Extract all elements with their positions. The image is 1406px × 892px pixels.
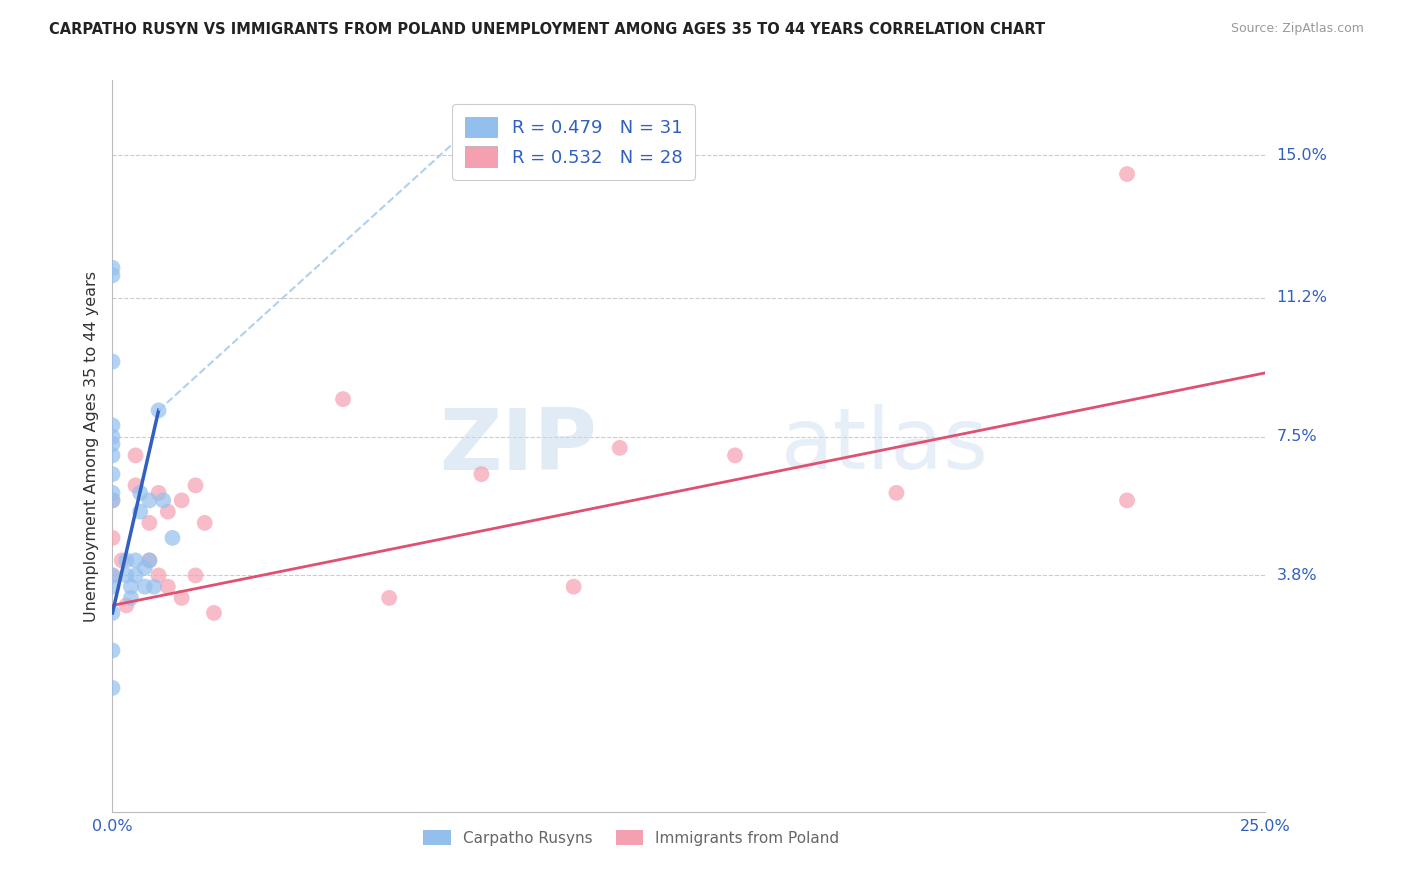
Point: [138, 493, 160, 508]
Point: [143, 580, 166, 594]
Text: CARPATHO RUSYN VS IMMIGRANTS FROM POLAND UNEMPLOYMENT AMONG AGES 35 TO 44 YEARS : CARPATHO RUSYN VS IMMIGRANTS FROM POLAND…: [49, 22, 1045, 37]
Point: [148, 403, 170, 417]
Point: [101, 437, 124, 451]
Point: [156, 580, 179, 594]
Point: [101, 418, 124, 433]
Point: [134, 561, 156, 575]
Point: [124, 449, 146, 463]
Text: atlas: atlas: [782, 404, 990, 488]
Point: [101, 568, 124, 582]
Point: [101, 606, 124, 620]
Point: [101, 531, 124, 545]
Point: [124, 553, 146, 567]
Y-axis label: Unemployment Among Ages 35 to 44 years: Unemployment Among Ages 35 to 44 years: [83, 270, 98, 622]
Point: [152, 493, 174, 508]
Text: 0.0%: 0.0%: [93, 819, 132, 834]
Point: [101, 486, 124, 500]
Point: [101, 568, 124, 582]
Text: 7.5%: 7.5%: [1277, 429, 1317, 444]
Point: [1116, 167, 1139, 181]
Point: [724, 449, 747, 463]
Point: [156, 505, 179, 519]
Point: [115, 599, 138, 613]
Point: [170, 493, 193, 508]
Point: [148, 568, 170, 582]
Point: [101, 354, 124, 368]
Point: [120, 580, 142, 594]
Legend: Carpatho Rusyns, Immigrants from Poland: Carpatho Rusyns, Immigrants from Poland: [418, 823, 845, 852]
Text: ZIP: ZIP: [439, 404, 596, 488]
Point: [101, 681, 124, 695]
Text: 25.0%: 25.0%: [1240, 819, 1291, 834]
Point: [124, 478, 146, 492]
Point: [101, 429, 124, 443]
Point: [148, 486, 170, 500]
Point: [111, 553, 134, 567]
Point: [194, 516, 217, 530]
Point: [101, 449, 124, 463]
Point: [332, 392, 354, 406]
Text: Source: ZipAtlas.com: Source: ZipAtlas.com: [1230, 22, 1364, 36]
Point: [101, 268, 124, 283]
Point: [129, 505, 152, 519]
Point: [1116, 493, 1139, 508]
Point: [138, 516, 160, 530]
Text: 15.0%: 15.0%: [1277, 148, 1327, 163]
Point: [101, 580, 124, 594]
Point: [162, 531, 184, 545]
Point: [124, 568, 146, 582]
Point: [101, 260, 124, 275]
Point: [184, 568, 207, 582]
Point: [138, 553, 160, 567]
Point: [202, 606, 225, 620]
Text: 3.8%: 3.8%: [1277, 568, 1317, 582]
Point: [470, 467, 492, 482]
Point: [101, 493, 124, 508]
Point: [115, 568, 138, 582]
Point: [609, 441, 631, 455]
Point: [138, 553, 160, 567]
Point: [101, 467, 124, 482]
Point: [134, 580, 156, 594]
Point: [129, 486, 152, 500]
Point: [115, 553, 138, 567]
Point: [101, 493, 124, 508]
Point: [378, 591, 401, 605]
Point: [120, 591, 142, 605]
Point: [886, 486, 908, 500]
Point: [101, 643, 124, 657]
Point: [562, 580, 585, 594]
Text: 11.2%: 11.2%: [1277, 290, 1327, 305]
Point: [184, 478, 207, 492]
Point: [170, 591, 193, 605]
